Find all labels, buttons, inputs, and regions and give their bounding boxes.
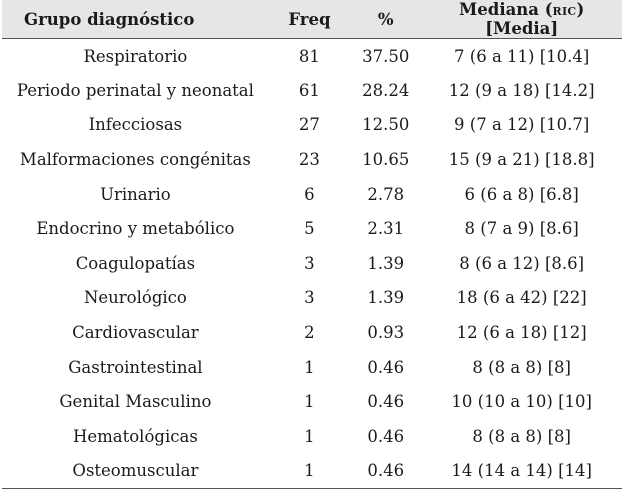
cell-percent: 2.78 (367, 184, 405, 204)
table-row: Genital Masculino 1 0.46 10 (10 a 10) [10] (2, 384, 622, 419)
cell-freq: 3 (304, 288, 315, 308)
cell-percent: 28.24 (362, 80, 410, 100)
table-row: Hematológicas 1 0.46 8 (8 a 8) [8] (2, 419, 622, 454)
table-row: Urinario 6 2.78 6 (6 a 8) [6.8] (2, 177, 622, 212)
cell-grupo: Respiratorio (83, 46, 188, 66)
table-row: Coagulopatías 3 1.39 8 (6 a 12) [8.6] (2, 246, 622, 281)
cell-percent: 12.50 (362, 115, 410, 135)
header-row: Grupo diagnóstico Freq % Mediana (RIC) [… (2, 0, 622, 39)
cell-freq: 1 (304, 357, 315, 377)
header-mediana-prefix: Mediana ( (459, 0, 553, 19)
cell-freq: 5 (304, 219, 315, 239)
cell-percent: 2.31 (367, 219, 405, 239)
cell-freq: 1 (304, 392, 315, 412)
cell-mediana: 15 (9 a 21) [18.8] (448, 150, 595, 170)
cell-grupo: Genital Masculino (59, 392, 212, 412)
header-mediana: Mediana (RIC) [Media] (421, 0, 622, 39)
cell-mediana: 8 (6 a 12) [8.6] (459, 253, 585, 273)
cell-freq: 81 (298, 46, 320, 66)
header-percent: % (350, 0, 422, 39)
cell-grupo: Coagulopatías (75, 253, 196, 273)
table-row: Neurológico 3 1.39 18 (6 a 42) [22] (2, 281, 622, 316)
cell-freq: 1 (304, 426, 315, 446)
cell-percent: 10.65 (362, 150, 410, 170)
cell-percent: 0.46 (350, 453, 422, 489)
table-row: Cardiovascular 2 0.93 12 (6 a 18) [12] (2, 315, 622, 350)
table-header: Grupo diagnóstico Freq % Mediana (RIC) [… (2, 0, 622, 39)
cell-grupo: Periodo perinatal y neonatal (16, 80, 254, 100)
header-grupo-diagnostico: Grupo diagnóstico (2, 0, 269, 39)
cell-grupo: Osteomuscular (2, 453, 269, 489)
cell-grupo: Urinario (100, 184, 171, 204)
table-row: Endocrino y metabólico 5 2.31 8 (7 a 9) [8.… (2, 211, 622, 246)
cell-grupo: Cardiovascular (72, 323, 199, 343)
table-row: Malformaciones congénitas 23 10.65 15 (9 a … (2, 142, 622, 177)
cell-grupo: Hematológicas (72, 426, 198, 446)
cell-grupo: Malformaciones congénitas (19, 150, 251, 170)
table-row: Osteomuscular 1 0.46 14 (14 a 14) [14] (2, 453, 622, 489)
cell-percent: 0.46 (367, 392, 405, 412)
cell-mediana: 18 (6 a 42) [22] (456, 288, 587, 308)
cell-percent: 1.39 (367, 253, 405, 273)
cell-mediana: 6 (6 a 8) [6.8] (464, 184, 579, 204)
cell-percent: 37.50 (362, 46, 410, 66)
cell-percent: 0.93 (367, 323, 405, 343)
cell-grupo: Endocrino y metabólico (36, 219, 235, 239)
cell-mediana: 8 (8 a 8) [8] (472, 357, 571, 377)
cell-freq: 61 (298, 80, 320, 100)
cell-freq: 1 (268, 453, 351, 489)
cell-percent: 0.46 (367, 426, 405, 446)
cell-mediana: 8 (7 a 9) [8.6] (464, 219, 579, 239)
cell-mediana: 12 (6 a 18) [12] (456, 323, 587, 343)
table-row: Respiratorio 81 37.50 7 (6 a 11) [10.4] (2, 39, 622, 74)
cell-mediana: 8 (8 a 8) [8] (472, 426, 571, 446)
header-freq: Freq (268, 0, 351, 39)
table-row: Periodo perinatal y neonatal 61 28.24 12 (9… (2, 73, 622, 108)
cell-grupo: Gastrointestinal (68, 357, 203, 377)
cell-percent: 0.46 (367, 357, 405, 377)
cell-freq: 3 (304, 253, 315, 273)
cell-mediana: 10 (10 a 10) [10] (451, 392, 592, 412)
cell-freq: 6 (304, 184, 315, 204)
table-body: Respiratorio 81 37.50 7 (6 a 11) [10.4] Peri… (2, 39, 622, 489)
cell-freq: 23 (298, 150, 320, 170)
table-row: Gastrointestinal 1 0.46 8 (8 a 8) [8] (2, 350, 622, 385)
cell-mediana: 7 (6 a 11) [10.4] (454, 46, 590, 66)
cell-mediana: 9 (7 a 12) [10.7] (454, 115, 590, 135)
cell-mediana: 12 (9 a 18) [14.2] (448, 80, 595, 100)
header-mediana-ric: RIC (552, 5, 577, 18)
cell-freq: 27 (298, 115, 320, 135)
table-row: Infecciosas 27 12.50 9 (7 a 12) [10.7] (2, 108, 622, 143)
cell-mediana: 14 (14 a 14) [14] (421, 453, 622, 489)
header-mediana-suffix: ) [Media] (485, 0, 585, 38)
cell-grupo: Neurológico (83, 288, 187, 308)
cell-percent: 1.39 (367, 288, 405, 308)
cell-grupo: Infecciosas (88, 115, 183, 135)
cell-freq: 2 (304, 323, 315, 343)
